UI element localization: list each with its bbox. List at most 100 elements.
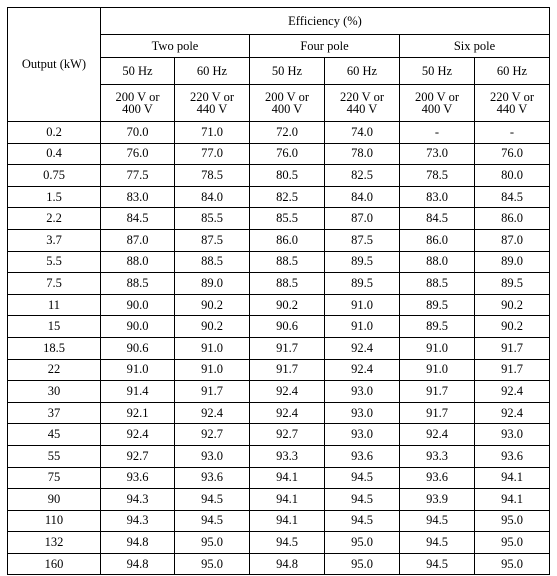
table-row: 0.75 77.5 78.5 80.5 82.5 78.5 80.0	[7, 164, 550, 187]
voltage-line: 200 V or	[115, 90, 160, 104]
efficiency-cell: 83.0	[100, 185, 175, 209]
output-cell: 2.2	[7, 207, 101, 230]
efficiency-cell: 89.5	[324, 272, 400, 295]
table-row: 110 94.3 94.5 94.1 94.5 94.5 95.0	[7, 509, 550, 533]
table-row: 22 91.0 91.0 91.7 92.4 91.0 91.7	[7, 358, 550, 382]
pole-header-two: Two pole	[100, 34, 250, 58]
efficiency-cell: 94.5	[399, 552, 475, 576]
efficiency-cell: 88.0	[100, 250, 175, 274]
table-row: 55 92.7 93.0 93.3 93.6 93.3 93.6	[7, 444, 550, 468]
efficiency-cell: 76.0	[100, 142, 175, 166]
efficiency-cell: 89.0	[474, 250, 550, 274]
efficiency-cell: 80.5	[249, 164, 325, 187]
table-row: 3.7 87.0 87.5 86.0 87.5 86.0 87.0	[7, 228, 550, 252]
efficiency-cell: 87.5	[324, 228, 400, 252]
efficiency-cell: 92.7	[249, 423, 325, 446]
efficiency-cell: 85.5	[174, 207, 250, 230]
table-row: 11 90.0 90.2 90.2 91.0 89.5 90.2	[7, 293, 550, 317]
efficiency-cell: 70.0	[100, 121, 175, 144]
voltage-line: 440 V	[196, 102, 228, 116]
efficiency-cell: 92.7	[100, 444, 175, 468]
table-row: 160 94.8 95.0 94.8 95.0 94.5 95.0	[7, 552, 550, 576]
efficiency-cell: 78.5	[399, 164, 475, 187]
voltage-line: 220 V or	[190, 90, 234, 104]
efficiency-cell: 91.7	[474, 336, 550, 360]
table-row: 18.5 90.6 91.0 91.7 92.4 91.0 91.7	[7, 336, 550, 360]
efficiency-cell: 88.5	[174, 250, 250, 274]
efficiency-cell: 93.6	[324, 444, 400, 468]
efficiency-cell: 87.0	[474, 228, 550, 252]
efficiency-cell: 72.0	[249, 121, 325, 144]
efficiency-cell: 71.0	[174, 121, 250, 144]
efficiency-cell: 93.0	[324, 380, 400, 403]
efficiency-cell: 94.1	[249, 509, 325, 533]
efficiency-cell: 92.4	[474, 401, 550, 425]
output-column-header: Output (kW)	[7, 7, 101, 122]
frequency-header: 50 Hz	[249, 57, 325, 85]
output-cell: 22	[7, 358, 101, 382]
efficiency-cell: 94.5	[249, 531, 325, 554]
table-row: 0.2 70.0 71.0 72.0 74.0- -	[7, 121, 550, 144]
output-cell: 110	[7, 509, 101, 533]
voltage-line: 400 V	[271, 102, 303, 116]
efficiency-cell: 91.7	[249, 336, 325, 360]
efficiency-cell: 92.4	[474, 380, 550, 403]
efficiency-cell: 91.0	[399, 358, 475, 382]
efficiency-cell: 88.5	[399, 272, 475, 295]
output-cell: 1.5	[7, 185, 101, 209]
voltage-header: 220 V or 440 V	[324, 84, 400, 122]
efficiency-cell: 90.6	[100, 336, 175, 360]
output-cell: 90	[7, 488, 101, 511]
efficiency-cell: 93.6	[100, 466, 175, 490]
efficiency-cell: 89.5	[399, 315, 475, 338]
output-cell: 11	[7, 293, 101, 317]
table-row: 37 92.1 92.4 92.4 93.0 91.7 92.4	[7, 401, 550, 425]
output-cell: 45	[7, 423, 101, 446]
efficiency-cell: 77.5	[100, 164, 175, 187]
efficiency-cell: 93.3	[249, 444, 325, 468]
efficiency-cell: 94.1	[249, 466, 325, 490]
efficiency-cell: 93.3	[399, 444, 475, 468]
efficiency-cell: 91.0	[174, 358, 250, 382]
efficiency-table: Output (kW) Efficiency (%) Two pole Four…	[7, 7, 550, 576]
efficiency-cell: 76.0	[474, 142, 550, 166]
efficiency-cell: 90.2	[174, 293, 250, 317]
output-cell: 132	[7, 531, 101, 554]
frequency-header: 60 Hz	[324, 57, 400, 85]
efficiency-cell: 95.0	[474, 531, 550, 554]
efficiency-cell: 94.5	[399, 531, 475, 554]
efficiency-cell: 94.5	[174, 488, 250, 511]
output-cell: 3.7	[7, 228, 101, 252]
efficiency-cell: -	[474, 121, 550, 144]
efficiency-cell: 93.0	[474, 423, 550, 446]
efficiency-cell: 95.0	[474, 509, 550, 533]
voltage-line: 440 V	[346, 102, 378, 116]
output-cell: 0.4	[7, 142, 101, 166]
efficiency-cell: 94.1	[249, 488, 325, 511]
efficiency-cell: 86.0	[249, 228, 325, 252]
efficiency-cell: 83.0	[399, 185, 475, 209]
efficiency-cell: 92.4	[100, 423, 175, 446]
efficiency-cell: 94.8	[100, 552, 175, 576]
efficiency-cell: 86.0	[399, 228, 475, 252]
table-row: 1.5 83.0 84.0 82.5 84.0 83.0 84.5	[7, 185, 550, 209]
efficiency-header: Efficiency (%)	[100, 7, 550, 35]
efficiency-cell: 88.5	[249, 250, 325, 274]
efficiency-cell: 92.1	[100, 401, 175, 425]
output-cell: 15	[7, 315, 101, 338]
efficiency-cell: 87.5	[174, 228, 250, 252]
efficiency-cell: 82.5	[324, 164, 400, 187]
efficiency-cell: 93.6	[399, 466, 475, 490]
efficiency-cell: 93.6	[174, 466, 250, 490]
efficiency-cell: 87.0	[324, 207, 400, 230]
efficiency-cell: 93.6	[474, 444, 550, 468]
efficiency-cell: 88.0	[399, 250, 475, 274]
efficiency-cell: 74.0	[324, 121, 400, 144]
frequency-header: 50 Hz	[399, 57, 475, 85]
voltage-line: 200 V or	[415, 90, 459, 104]
efficiency-cell: -	[399, 121, 475, 144]
efficiency-cell: 94.8	[249, 552, 325, 576]
efficiency-cell: 93.9	[399, 488, 475, 511]
efficiency-cell: 94.5	[324, 488, 400, 511]
efficiency-cell: 94.3	[100, 488, 175, 511]
